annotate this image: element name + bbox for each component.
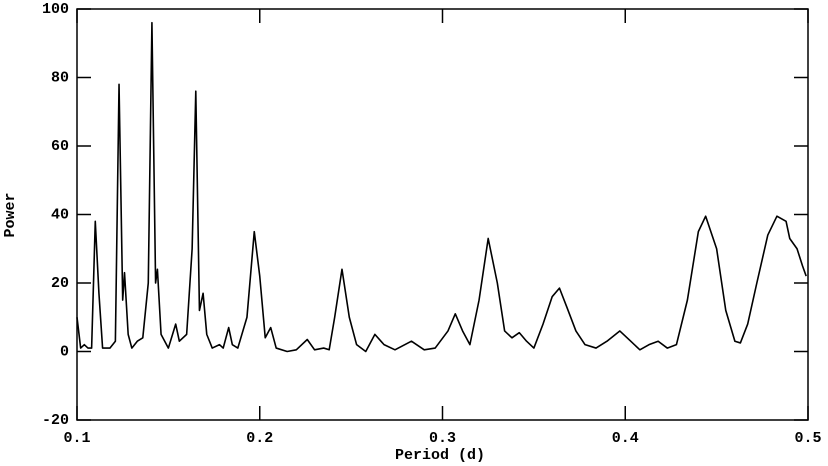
- x-tick-label: 0.5: [794, 430, 821, 447]
- x-tick-label: 0.2: [246, 430, 273, 447]
- y-tick-label: 0: [60, 343, 69, 360]
- y-tick-label: 100: [42, 1, 69, 18]
- x-tick-label: 0.4: [612, 430, 639, 447]
- y-tick-label: 80: [51, 69, 69, 86]
- x-tick-label: 0.1: [63, 430, 90, 447]
- y-tick-label: 60: [51, 138, 69, 155]
- y-tick-label: -20: [42, 412, 69, 429]
- y-axis-label: Power: [2, 192, 19, 237]
- plot-frame: [76, 8, 809, 421]
- y-tick-label: 40: [51, 206, 69, 223]
- data-line: [76, 21, 807, 353]
- x-tick-label: 0.3: [429, 430, 456, 447]
- x-axis-label: Period (d): [395, 447, 485, 464]
- y-tick-label: 20: [51, 275, 69, 292]
